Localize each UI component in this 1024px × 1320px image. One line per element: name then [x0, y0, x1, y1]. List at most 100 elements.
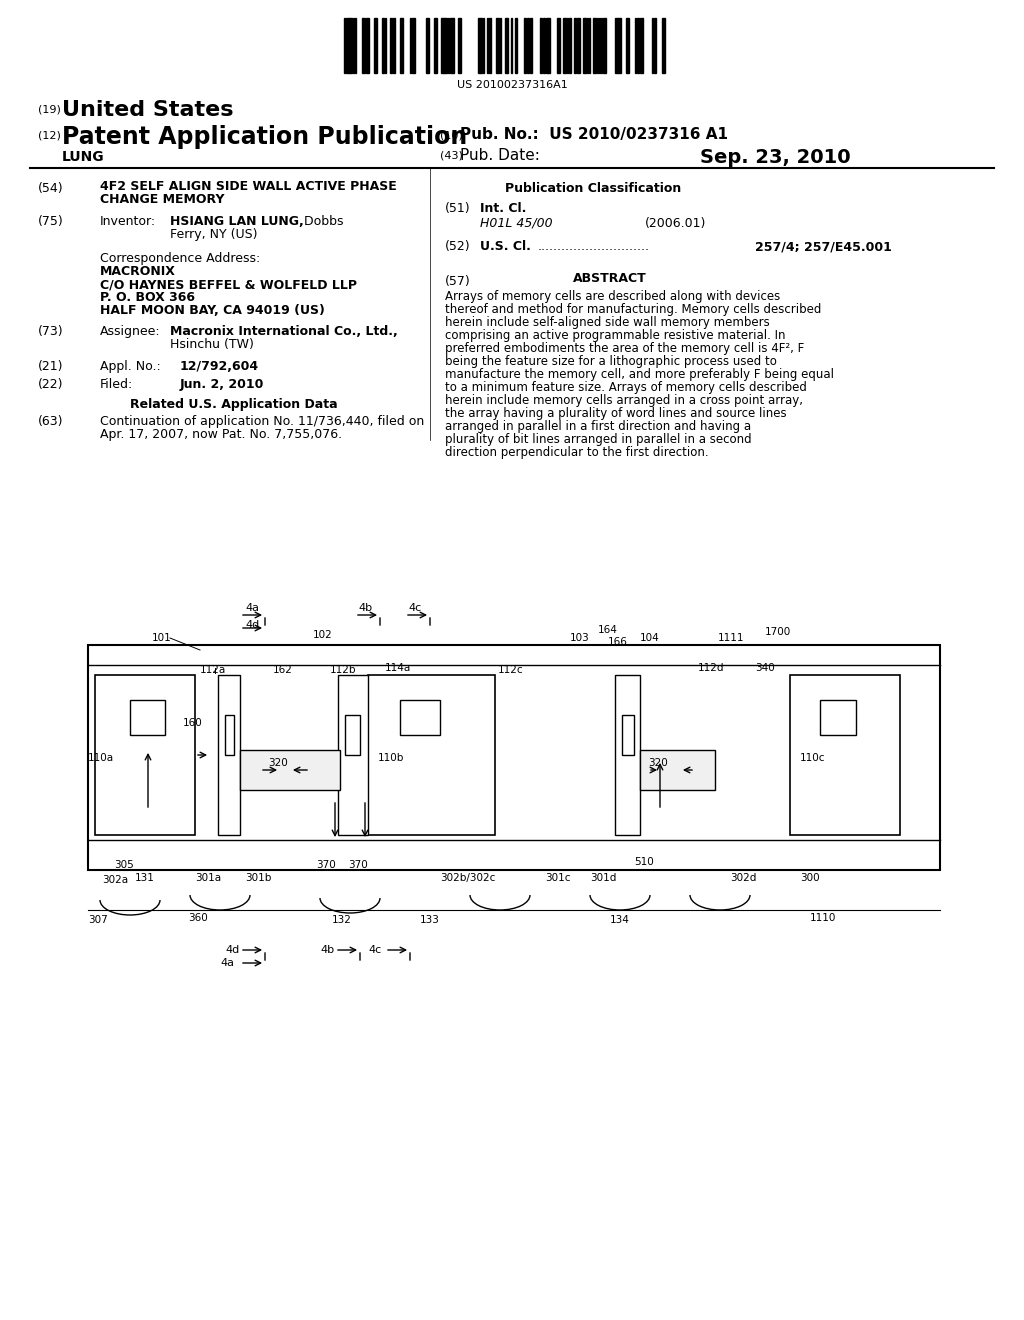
Text: plurality of bit lines arranged in parallel in a second: plurality of bit lines arranged in paral…	[445, 433, 752, 446]
Text: 4d: 4d	[225, 945, 240, 954]
Text: Correspondence Address:: Correspondence Address:	[100, 252, 260, 265]
Bar	[374, 18, 377, 73]
Text: 112d: 112d	[698, 663, 725, 673]
Text: 320: 320	[648, 758, 668, 768]
Text: Jun. 2, 2010: Jun. 2, 2010	[180, 378, 264, 391]
Text: Related U.S. Application Data: Related U.S. Application Data	[130, 399, 338, 411]
Text: (10): (10)	[440, 129, 463, 140]
Bar	[346, 18, 349, 73]
Bar	[401, 18, 403, 73]
Text: HALF MOON BAY, CA 94019 (US): HALF MOON BAY, CA 94019 (US)	[100, 304, 325, 317]
Text: manufacture the memory cell, and more preferably F being equal: manufacture the memory cell, and more pr…	[445, 368, 834, 381]
Text: Pub. No.:  US 2010/0237316 A1: Pub. No.: US 2010/0237316 A1	[460, 127, 728, 143]
Bar	[583, 18, 585, 73]
Bar	[548, 18, 550, 73]
Text: herein include memory cells arranged in a cross point array,: herein include memory cells arranged in …	[445, 393, 803, 407]
Bar	[593, 18, 596, 73]
Text: 112a: 112a	[200, 665, 226, 675]
Text: Apr. 17, 2007, now Pat. No. 7,755,076.: Apr. 17, 2007, now Pat. No. 7,755,076.	[100, 428, 342, 441]
Text: CHANGE MEMORY: CHANGE MEMORY	[100, 193, 224, 206]
Text: 510: 510	[634, 857, 653, 867]
Bar	[345, 715, 360, 755]
Text: HSIANG LAN LUNG,: HSIANG LAN LUNG,	[170, 215, 304, 228]
Text: U.S. Cl.: U.S. Cl.	[480, 240, 530, 253]
Text: Ferry, NY (US): Ferry, NY (US)	[170, 228, 257, 242]
Bar	[603, 18, 606, 73]
Text: Appl. No.:: Appl. No.:	[100, 360, 161, 374]
Text: Filed:: Filed:	[100, 378, 133, 391]
Text: 133: 133	[420, 915, 440, 925]
Text: 4c: 4c	[408, 603, 421, 612]
Bar	[615, 675, 640, 836]
Text: 1700: 1700	[765, 627, 792, 638]
Text: (21): (21)	[38, 360, 63, 374]
Text: ABSTRACT: ABSTRACT	[573, 272, 647, 285]
Text: (63): (63)	[38, 414, 63, 428]
Bar	[505, 18, 508, 73]
Text: 370: 370	[348, 861, 368, 870]
Text: Pub. Date:: Pub. Date:	[460, 148, 540, 162]
Bar	[218, 675, 240, 836]
Bar	[390, 18, 392, 73]
Text: 12/792,604: 12/792,604	[180, 360, 259, 374]
Text: 360: 360	[188, 913, 208, 923]
Text: 4b: 4b	[358, 603, 372, 612]
Text: United States: United States	[62, 100, 233, 120]
Bar	[426, 18, 429, 73]
Text: 114a: 114a	[385, 663, 412, 673]
Text: direction perpendicular to the first direction.: direction perpendicular to the first dir…	[445, 446, 709, 459]
Text: thereof and method for manufacturing. Memory cells described: thereof and method for manufacturing. Me…	[445, 304, 821, 315]
Bar	[489, 18, 490, 73]
Text: 302b/302c: 302b/302c	[440, 873, 496, 883]
Text: Hsinchu (TW): Hsinchu (TW)	[170, 338, 254, 351]
Text: Assignee:: Assignee:	[100, 325, 161, 338]
Text: H01L 45/00: H01L 45/00	[480, 216, 553, 230]
Text: arranged in parallel in a first direction and having a: arranged in parallel in a first directio…	[445, 420, 752, 433]
Bar	[349, 18, 352, 73]
Bar	[434, 18, 437, 73]
Bar	[820, 700, 856, 735]
Text: (51): (51)	[445, 202, 471, 215]
Bar	[640, 750, 715, 789]
Text: (52): (52)	[445, 240, 471, 253]
Text: Arrays of memory cells are described along with devices: Arrays of memory cells are described alo…	[445, 290, 780, 304]
Text: Publication Classification: Publication Classification	[505, 182, 681, 195]
Text: 164: 164	[598, 624, 617, 635]
Text: (22): (22)	[38, 378, 63, 391]
Text: Inventor:: Inventor:	[100, 215, 156, 228]
Bar	[563, 18, 566, 73]
Text: ............................: ............................	[538, 240, 650, 253]
Text: 4a: 4a	[245, 603, 259, 612]
Bar	[368, 675, 495, 836]
Text: 160: 160	[183, 718, 203, 729]
Bar	[515, 18, 517, 73]
Bar	[240, 750, 340, 789]
Text: (73): (73)	[38, 325, 63, 338]
Bar	[393, 18, 395, 73]
Bar	[458, 18, 461, 73]
Text: P. O. BOX 366: P. O. BOX 366	[100, 290, 195, 304]
Bar	[637, 18, 639, 73]
Text: C/O HAYNES BEFFEL & WOLFELD LLP: C/O HAYNES BEFFEL & WOLFELD LLP	[100, 279, 357, 290]
Text: (2006.01): (2006.01)	[645, 216, 707, 230]
Text: comprising an active programmable resistive material. In: comprising an active programmable resist…	[445, 329, 785, 342]
Bar	[527, 18, 529, 73]
Bar	[574, 18, 575, 73]
Text: 4c: 4c	[368, 945, 381, 954]
Bar	[622, 715, 634, 755]
Text: 104: 104	[640, 634, 659, 643]
Text: 301c: 301c	[545, 873, 570, 883]
Text: Continuation of application No. 11/736,440, filed on: Continuation of application No. 11/736,4…	[100, 414, 424, 428]
Bar	[130, 700, 165, 735]
Bar	[543, 18, 545, 73]
Bar	[412, 18, 415, 73]
Text: 102: 102	[313, 630, 333, 640]
Bar	[626, 18, 629, 73]
Bar	[382, 18, 384, 73]
Text: 300: 300	[800, 873, 819, 883]
Text: (12): (12)	[38, 129, 60, 140]
Text: US 20100237316A1: US 20100237316A1	[457, 81, 567, 90]
Text: 131: 131	[135, 873, 155, 883]
Text: 132: 132	[332, 915, 352, 925]
Text: Patent Application Publication: Patent Application Publication	[62, 125, 467, 149]
